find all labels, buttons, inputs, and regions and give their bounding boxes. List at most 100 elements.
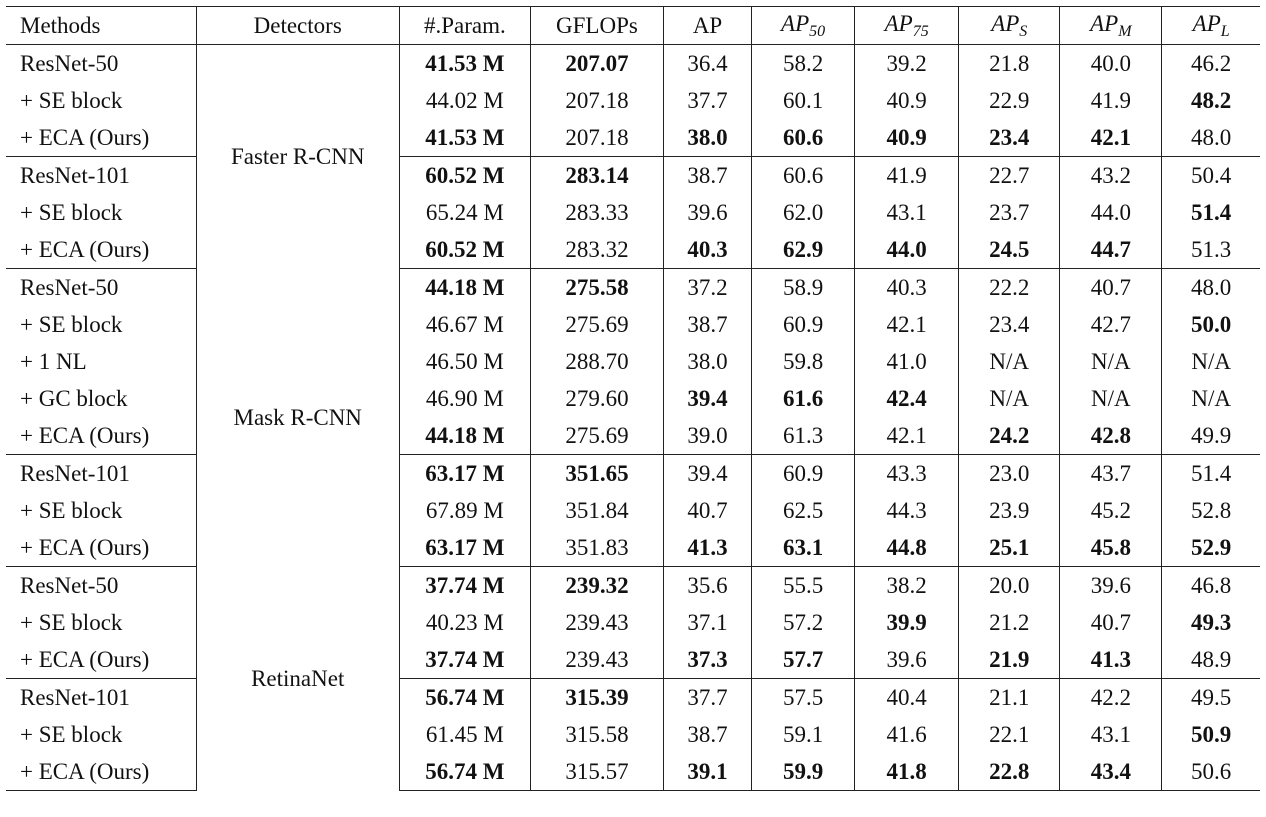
value-cell: 57.7 (751, 641, 855, 679)
value-cell: 48.0 (1161, 119, 1260, 157)
value-cell: 37.7 (662, 678, 752, 716)
value-cell: 22.9 (958, 82, 1060, 119)
value-cell: 351.83 (529, 529, 664, 567)
value-cell: 36.4 (662, 44, 752, 82)
method-cell: + GC block (20, 385, 128, 411)
value-cell: 67.89 M (398, 492, 531, 529)
value-cell: 46.90 M (398, 380, 531, 417)
value-cell: 60.6 (751, 156, 855, 194)
value-cell: 43.7 (1059, 454, 1162, 492)
header-label: GFLOPs (556, 12, 638, 38)
value-cell: 40.23 M (398, 604, 531, 641)
value-cell: 22.7 (958, 156, 1060, 194)
value-cell: 40.7 (1059, 268, 1162, 306)
value-cell: 63.17 M (398, 454, 531, 492)
header-subscript: L (1220, 22, 1230, 40)
header-label: Methods (20, 12, 101, 38)
value-cell: 24.5 (958, 231, 1060, 269)
value-cell: 55.5 (751, 566, 855, 604)
value-cell: 40.9 (854, 119, 959, 157)
value-cell: 41.0 (854, 343, 959, 380)
method-cell: + SE block (20, 721, 123, 747)
table-row: ResNet-101 56.74 M 315.39 37.7 57.5 40.4 21.1 4… (6, 678, 1260, 716)
table-row: ResNet-101 60.52 M 283.14 38.7 60.6 41.9 22.7 4… (6, 156, 1260, 194)
value-cell: 42.1 (854, 417, 959, 455)
value-cell: 23.9 (958, 492, 1060, 529)
header-subscript: M (1118, 22, 1132, 40)
value-cell: 39.9 (854, 604, 959, 641)
table-row: + SE block 61.45 M 315.58 38.7 59.1 41.6 22.1 4… (6, 716, 1260, 753)
table-row: + SE block 67.89 M 351.84 40.7 62.5 44.3 23.9 4… (6, 492, 1260, 529)
value-cell: 38.2 (854, 566, 959, 604)
value-cell: 61.3 (751, 417, 855, 455)
header-gflops: GFLOPs (529, 6, 664, 45)
value-cell: 283.14 (529, 156, 664, 194)
table-header: Methods Detectors #.Param. GFLOPs AP AP5… (6, 6, 1260, 45)
value-cell: 40.3 (854, 268, 959, 306)
table-row: ResNet-50 RetinaNet 37.74 M 239.32 35.6 55.5 3… (6, 566, 1260, 791)
value-cell: 42.4 (854, 380, 959, 417)
value-cell: 37.74 M (398, 641, 531, 679)
value-cell: 44.0 (1059, 194, 1162, 231)
value-cell: 61.6 (751, 380, 855, 417)
value-cell: 40.0 (1059, 44, 1162, 82)
value-cell: 39.6 (1059, 566, 1162, 604)
header-methods: Methods (6, 7, 196, 45)
method-cell: + ECA (Ours) (20, 534, 150, 560)
value-cell: 39.1 (662, 753, 752, 791)
value-cell: 43.1 (854, 194, 959, 231)
value-cell: 35.6 (662, 566, 752, 604)
header-label: AP (1090, 10, 1119, 36)
value-cell: 59.9 (751, 753, 855, 791)
value-cell: 37.7 (662, 82, 752, 119)
value-cell: 275.58 (529, 268, 664, 306)
value-cell: 60.52 M (398, 156, 531, 194)
value-cell: 37.3 (662, 641, 752, 679)
value-cell: 60.1 (751, 82, 855, 119)
value-cell: 43.1 (1059, 716, 1162, 753)
detector-cell: Faster R-CNN (195, 44, 400, 269)
method-cell: + ECA (Ours) (6, 753, 197, 791)
method-cell: + ECA (Ours) (20, 236, 150, 262)
value-cell: N/A (1059, 343, 1162, 380)
value-cell: 44.02 M (398, 82, 531, 119)
value-cell: 239.43 (529, 604, 664, 641)
value-cell: 315.58 (529, 716, 664, 753)
value-cell: 351.65 (529, 454, 664, 492)
value-cell: 42.1 (854, 306, 959, 343)
table-row: + ECA (Ours) 37.74 M 239.43 37.3 57.7 39.6 21.… (6, 641, 1260, 679)
value-cell: 62.5 (751, 492, 855, 529)
value-cell: N/A (958, 380, 1060, 417)
value-cell: 48.2 (1161, 82, 1260, 119)
results-table-container: Methods Detectors #.Param. GFLOPs AP AP5… (6, 6, 1260, 791)
value-cell: 23.4 (958, 306, 1060, 343)
method-cell: + SE block (20, 87, 123, 113)
value-cell: 60.52 M (398, 231, 531, 269)
value-cell: 43.3 (854, 454, 959, 492)
value-cell: 58.9 (751, 268, 855, 306)
value-cell: 59.8 (751, 343, 855, 380)
header-aps: APS (958, 6, 1060, 45)
value-cell: 51.3 (1161, 231, 1260, 269)
value-cell: 21.9 (958, 641, 1060, 679)
header-subscript: S (1019, 22, 1028, 40)
value-cell: 21.8 (958, 44, 1060, 82)
value-cell: 239.43 (529, 641, 664, 679)
table-row: + GC block 46.90 M 279.60 39.4 61.6 42.4 N/A N/… (6, 380, 1260, 417)
header-label: AP (884, 10, 913, 36)
value-cell: 275.69 (529, 306, 664, 343)
header-apl: APL (1161, 6, 1260, 45)
table-row: + ECA (Ours) 63.17 M 351.83 41.3 63.1 44.8 25.… (6, 529, 1260, 567)
method-cell: ResNet-101 (6, 156, 197, 194)
method-cell: + ECA (Ours) (20, 646, 150, 672)
value-cell: 41.3 (1059, 641, 1162, 679)
detector-group: ResNet-50 RetinaNet 37.74 M 239.32 35.6 55.5 3… (6, 566, 1260, 791)
value-cell: 38.0 (662, 119, 752, 157)
value-cell: 43.4 (1059, 753, 1162, 791)
value-cell: 23.4 (958, 119, 1060, 157)
value-cell: 21.1 (958, 678, 1060, 716)
value-cell: 40.3 (662, 231, 752, 269)
value-cell: 39.0 (662, 417, 752, 455)
method-cell: + SE block (20, 199, 123, 225)
table-row: + ECA (Ours) 56.74 M 315.57 39.1 59.9 41.8 22.… (6, 753, 1260, 791)
